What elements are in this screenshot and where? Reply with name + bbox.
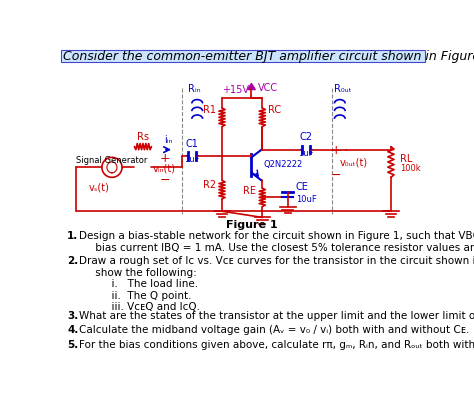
Text: For the bias conditions given above, calculate rπ, gₘ, Rᵢn, and Rₒᵤₜ both with a: For the bias conditions given above, cal… [80, 340, 474, 350]
FancyBboxPatch shape [61, 50, 425, 62]
Text: Figure 1: Figure 1 [226, 220, 277, 230]
Text: Draw a rough set of Iᴄ vs. Vᴄᴇ curves for the transistor in the circuit shown in: Draw a rough set of Iᴄ vs. Vᴄᴇ curves fo… [80, 256, 474, 312]
Text: What are the states of the transistor at the upper limit and the lower limit of : What are the states of the transistor at… [80, 310, 474, 320]
Text: 100k: 100k [400, 164, 421, 173]
Text: C1: C1 [185, 138, 198, 148]
Text: VCC: VCC [258, 83, 278, 93]
Text: Calculate the midband voltage gain (Aᵥ = v₀ / vᵢ) both with and without Cᴇ.: Calculate the midband voltage gain (Aᵥ =… [80, 325, 470, 335]
Text: C2: C2 [299, 132, 312, 142]
Text: vᵢₙ(t): vᵢₙ(t) [153, 163, 176, 173]
Text: +: + [330, 144, 341, 157]
Text: Consider the common-emitter BJT amplifier circuit shown in Figure 1.: Consider the common-emitter BJT amplifie… [63, 50, 474, 63]
Text: Rs: Rs [137, 132, 149, 142]
Text: vₛ(t): vₛ(t) [89, 183, 110, 193]
Text: RL: RL [400, 154, 413, 164]
Text: Design a bias-stable network for the circuit shown in Figure 1, such that VBQ = : Design a bias-stable network for the cir… [80, 231, 474, 253]
Text: Rᵢₙ: Rᵢₙ [188, 84, 201, 94]
Text: −: − [159, 174, 170, 186]
Text: 1.: 1. [67, 231, 78, 241]
Text: −: − [331, 169, 341, 182]
Text: R2: R2 [203, 180, 216, 190]
Text: 4.: 4. [67, 325, 78, 335]
Text: 5.: 5. [67, 340, 78, 350]
Text: RE: RE [244, 186, 256, 196]
Text: CE: CE [296, 182, 309, 192]
Text: iᵢₙ: iᵢₙ [164, 136, 173, 146]
Text: 10uF: 10uF [296, 195, 316, 204]
Text: R₀ᵤₜ: R₀ᵤₜ [334, 84, 352, 94]
Text: +: + [159, 152, 170, 165]
Text: 3.: 3. [67, 310, 78, 320]
Text: +15V: +15V [222, 85, 249, 95]
Text: Q2N2222: Q2N2222 [264, 160, 303, 168]
Text: v₀ᵤₜ(t): v₀ᵤₜ(t) [340, 157, 368, 167]
Text: 1uF: 1uF [298, 149, 313, 158]
Text: 1uF: 1uF [184, 155, 200, 164]
Text: R1: R1 [203, 106, 216, 116]
Text: 2.: 2. [67, 256, 78, 266]
Polygon shape [247, 84, 255, 90]
Text: Signal Generator: Signal Generator [76, 156, 148, 165]
Text: RC: RC [268, 106, 281, 116]
